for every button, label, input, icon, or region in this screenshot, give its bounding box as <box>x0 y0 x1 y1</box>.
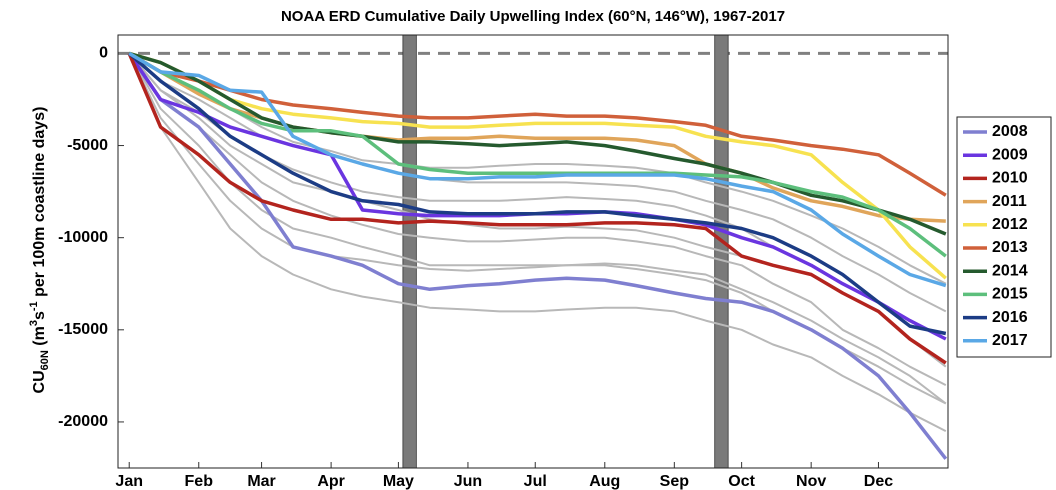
y-label-part: s <box>31 311 48 320</box>
series-line <box>128 51 947 236</box>
y-label-part: 60N <box>39 350 51 370</box>
x-tick-label: Feb <box>185 473 214 490</box>
legend-label: 2010 <box>992 170 1028 187</box>
y-label-part: CU <box>31 370 48 393</box>
plot-frame <box>117 34 949 469</box>
legend-label: 2011 <box>992 193 1027 210</box>
series-line <box>127 52 947 365</box>
series-line <box>128 51 947 280</box>
legend-label: 2012 <box>992 216 1028 233</box>
background-line <box>128 52 947 386</box>
y-axis-label: CU60N (m3s-1 per 100m coastline days) <box>28 107 51 394</box>
y-label-part: (m <box>31 326 48 350</box>
x-tick-label: Aug <box>589 473 620 490</box>
series-line <box>128 52 947 336</box>
background-line <box>128 52 947 285</box>
legend-label: 2009 <box>992 146 1028 163</box>
y-tick-label: -10000 <box>58 229 108 246</box>
x-tick-label: Jul <box>524 473 547 490</box>
legend-label: 2014 <box>992 262 1028 279</box>
x-tick-label: Jan <box>115 473 143 490</box>
chart-title: NOAA ERD Cumulative Daily Upwelling Inde… <box>281 8 785 25</box>
legend-label: 2016 <box>992 309 1028 326</box>
background-line <box>128 53 947 432</box>
y-label-part: -1 <box>28 301 40 311</box>
series-line <box>128 51 947 288</box>
x-tick-label: Nov <box>796 473 826 490</box>
x-tick-label: Apr <box>317 473 345 490</box>
y-tick-label: -5000 <box>67 137 108 154</box>
background-line <box>128 52 947 405</box>
series-line <box>128 51 947 258</box>
legend-label: 2017 <box>992 332 1028 349</box>
legend-label: 2015 <box>992 286 1028 303</box>
y-tick-label: -15000 <box>58 321 108 338</box>
y-label-part: per 100m coastline days) <box>31 107 48 302</box>
x-tick-label: Jun <box>454 473 482 490</box>
legend: 2008 2009 2010 2011 2012 2013 2014 2015 2016 2017 <box>956 116 1052 358</box>
y-tick-label: -20000 <box>58 413 108 430</box>
legend-label: 2008 <box>992 123 1028 140</box>
x-tick-label: May <box>383 473 414 490</box>
y-label-part: 3 <box>28 320 40 326</box>
shaded-span <box>402 34 417 469</box>
x-tick-label: Mar <box>247 473 275 490</box>
series-line <box>128 51 947 197</box>
x-tick-label: Sep <box>660 473 690 490</box>
background-line <box>128 52 947 368</box>
y-tick-label: 0 <box>99 45 108 62</box>
x-tick-label: Dec <box>864 473 893 490</box>
x-tick-label: Oct <box>728 473 755 490</box>
legend-label: 2013 <box>992 239 1028 256</box>
